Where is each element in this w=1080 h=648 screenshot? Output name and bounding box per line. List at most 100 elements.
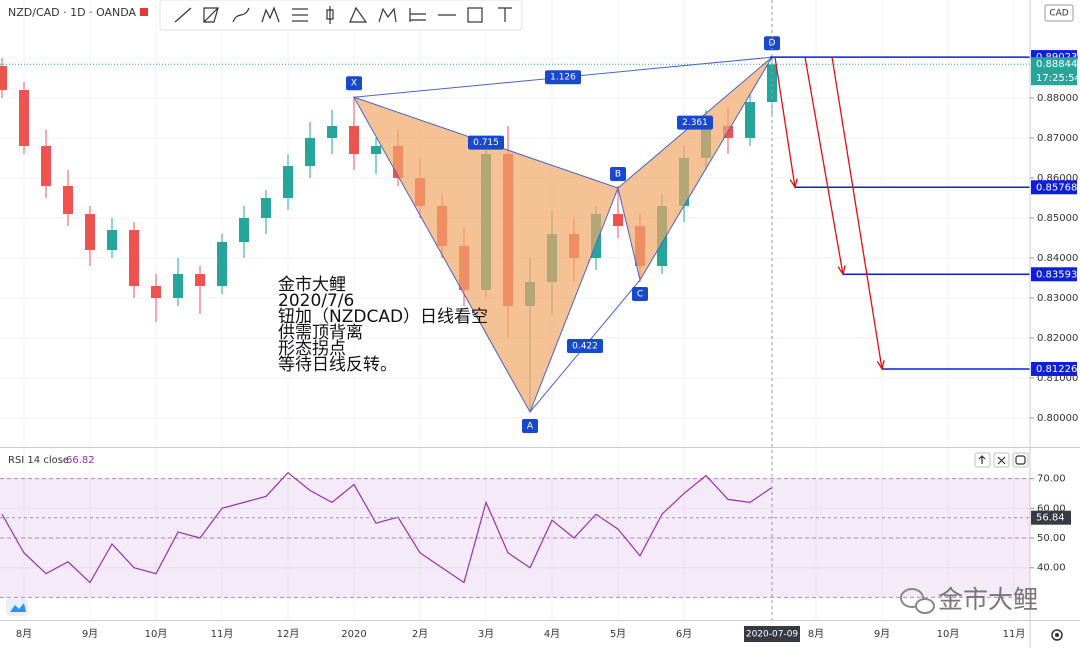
settings-icon[interactable] xyxy=(1051,629,1063,641)
x-tick-label: 4月 xyxy=(544,628,560,640)
candle-body xyxy=(129,230,139,286)
y-tick-label: 0.82000 xyxy=(1037,333,1078,344)
pattern-point-box xyxy=(610,167,626,181)
candle-body xyxy=(0,66,7,90)
candle-body xyxy=(217,242,227,286)
target-arrow xyxy=(831,56,883,370)
candle-body xyxy=(745,102,755,138)
x-tick-label: 3月 xyxy=(478,628,494,640)
x-tick-label: 5月 xyxy=(610,628,626,640)
pattern-point-label: B xyxy=(615,170,621,180)
annotation-line: 金市大鲤 xyxy=(278,275,346,295)
rsi-last-value: 66.82 xyxy=(66,455,95,466)
candle-body xyxy=(107,230,117,250)
pattern-point-label: C xyxy=(637,290,643,300)
level-label-box xyxy=(1031,180,1077,195)
candle-body xyxy=(349,126,359,154)
arrow-head xyxy=(876,360,885,371)
arrow-head xyxy=(837,265,846,276)
ratio-label: 2.361 xyxy=(682,118,708,128)
last-price-label: 0.88844 xyxy=(1036,59,1077,70)
candle-body xyxy=(63,186,73,214)
y-tick-label: 50.00 xyxy=(1037,533,1066,544)
candle-body xyxy=(305,138,315,166)
y-tick-label: 0.84000 xyxy=(1037,253,1078,264)
x-tick-label: 11月 xyxy=(211,628,234,640)
pattern-point-box xyxy=(632,287,648,301)
level-label-box xyxy=(1031,267,1077,282)
candle-body xyxy=(767,64,777,102)
candle-body xyxy=(41,146,51,186)
currency-box[interactable] xyxy=(1044,4,1074,22)
x-tick-label: 9月 xyxy=(874,628,890,640)
pattern-point-label: X xyxy=(351,79,357,89)
y-tick-label: 40.00 xyxy=(1037,563,1066,574)
candle-body xyxy=(85,214,95,250)
symbol-title: NZD/CAD · 1D · OANDA xyxy=(8,6,137,19)
cursor-value-box xyxy=(1031,510,1071,525)
target-arrow xyxy=(804,56,844,275)
x-tick-label: 8月 xyxy=(16,628,32,640)
level-label: 0.83593 xyxy=(1036,269,1077,280)
arrow-head xyxy=(789,178,798,189)
watermark-icon xyxy=(900,588,935,614)
y-tick-label: 0.81000 xyxy=(1037,373,1078,384)
y-tick-label: 70.00 xyxy=(1037,474,1066,485)
cursor-date-box xyxy=(744,626,800,642)
candle-body xyxy=(239,218,249,242)
candle-body xyxy=(613,214,623,226)
ratio-box xyxy=(567,339,603,353)
annotation-line: 2020/7/6 xyxy=(278,291,354,311)
ratio-label: 1.126 xyxy=(550,73,576,83)
y-tick-label: 0.85000 xyxy=(1037,213,1078,224)
drawing-toolbar xyxy=(159,0,523,31)
ratio-label: 0.422 xyxy=(572,342,598,352)
x-tick-label: 10月 xyxy=(145,628,168,640)
cursor-date-label: 2020-07-09 xyxy=(746,630,799,640)
currency-label: CAD xyxy=(1049,9,1068,19)
toolbar-box xyxy=(159,0,523,31)
tool-icons[interactable] xyxy=(174,6,512,24)
candle-body xyxy=(327,126,337,138)
y-tick-label: 0.87000 xyxy=(1037,133,1078,144)
rsi-line xyxy=(1,471,773,584)
y-tick-label: 0.80000 xyxy=(1037,413,1078,424)
candle-body xyxy=(261,198,271,218)
y-tick-label: 0.88000 xyxy=(1037,93,1078,104)
annotation-text: 金市大鲤2020/7/6钮加（NZDCAD）日线看空供需顶背离形态拐点等待日线反… xyxy=(278,275,488,375)
level-label: 0.85768 xyxy=(1036,182,1077,193)
x-tick-label: 10月 xyxy=(937,628,960,640)
watermark: 金市大鲤 xyxy=(938,585,1038,614)
pane-buttons[interactable] xyxy=(974,452,1029,468)
pattern-point-box xyxy=(346,76,362,91)
annotation-line: 等待日线反转。 xyxy=(278,355,397,375)
pattern-point-box xyxy=(522,419,538,433)
x-tick-label: 6月 xyxy=(676,628,692,640)
y-tick-label: 0.86000 xyxy=(1037,173,1078,184)
y-tick-label: 60.00 xyxy=(1037,503,1066,514)
annotation-line: 供需顶背离 xyxy=(278,323,363,343)
candle-body xyxy=(19,90,29,146)
x-tick-label: 12月 xyxy=(277,628,300,640)
level-label-box xyxy=(1031,361,1077,376)
x-tick-label: 9月 xyxy=(82,628,98,640)
annotation-line: 钮加（NZDCAD）日线看空 xyxy=(278,307,488,327)
pattern-point-label: A xyxy=(527,422,534,432)
candle-body xyxy=(283,166,293,198)
ratio-box xyxy=(545,70,581,85)
candle-body xyxy=(371,146,381,154)
ratio-box xyxy=(468,135,504,150)
x-tick-label: 2月 xyxy=(412,628,428,640)
flag-icon[interactable] xyxy=(140,8,148,16)
x-tick-label: 8月 xyxy=(808,628,824,640)
target-arrow xyxy=(774,56,796,188)
candle-body xyxy=(173,274,183,298)
x-tick-label: 2020 xyxy=(341,629,366,640)
level-label: 0.81226 xyxy=(1036,364,1077,375)
logo xyxy=(6,598,28,616)
candle-body xyxy=(195,274,205,286)
ratio-box xyxy=(677,115,713,130)
candle-body xyxy=(151,286,161,298)
